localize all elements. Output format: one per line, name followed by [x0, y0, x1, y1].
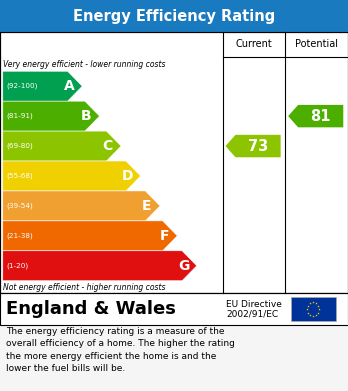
Text: The energy efficiency rating is a measure of the
overall efficiency of a home. T: The energy efficiency rating is a measur… — [6, 327, 235, 373]
Text: (39-54): (39-54) — [6, 203, 33, 209]
Polygon shape — [3, 221, 177, 251]
Text: B: B — [81, 109, 92, 123]
Polygon shape — [3, 161, 141, 191]
Polygon shape — [288, 105, 343, 127]
Text: 73: 73 — [248, 138, 268, 154]
Polygon shape — [3, 101, 100, 131]
Text: Current: Current — [236, 39, 272, 50]
Text: EU Directive
2002/91/EC: EU Directive 2002/91/EC — [226, 300, 282, 319]
Text: England & Wales: England & Wales — [6, 300, 176, 318]
Text: (81-91): (81-91) — [6, 113, 33, 119]
Polygon shape — [226, 135, 280, 157]
Text: 81: 81 — [310, 109, 331, 124]
Text: A: A — [64, 79, 74, 93]
Polygon shape — [3, 251, 197, 281]
Polygon shape — [3, 71, 82, 101]
Bar — [0, 0, 348, 32]
Text: (69-80): (69-80) — [6, 143, 33, 149]
Bar — [291, 297, 336, 321]
Text: Energy Efficiency Rating: Energy Efficiency Rating — [73, 9, 275, 23]
Bar — [0, 32, 348, 293]
Text: F: F — [159, 229, 169, 243]
Text: (55-68): (55-68) — [6, 173, 33, 179]
Polygon shape — [3, 191, 160, 221]
Text: G: G — [178, 259, 189, 273]
Text: E: E — [142, 199, 151, 213]
Text: Very energy efficient - lower running costs: Very energy efficient - lower running co… — [3, 60, 165, 69]
Text: (1-20): (1-20) — [6, 262, 29, 269]
Text: C: C — [103, 139, 113, 153]
Text: (21-38): (21-38) — [6, 233, 33, 239]
Text: (92-100): (92-100) — [6, 83, 38, 90]
Text: Potential: Potential — [295, 39, 338, 50]
Bar — [0, 293, 348, 325]
Text: D: D — [121, 169, 133, 183]
Text: Not energy efficient - higher running costs: Not energy efficient - higher running co… — [3, 283, 165, 292]
Bar — [0, 32, 348, 293]
Polygon shape — [3, 131, 121, 161]
